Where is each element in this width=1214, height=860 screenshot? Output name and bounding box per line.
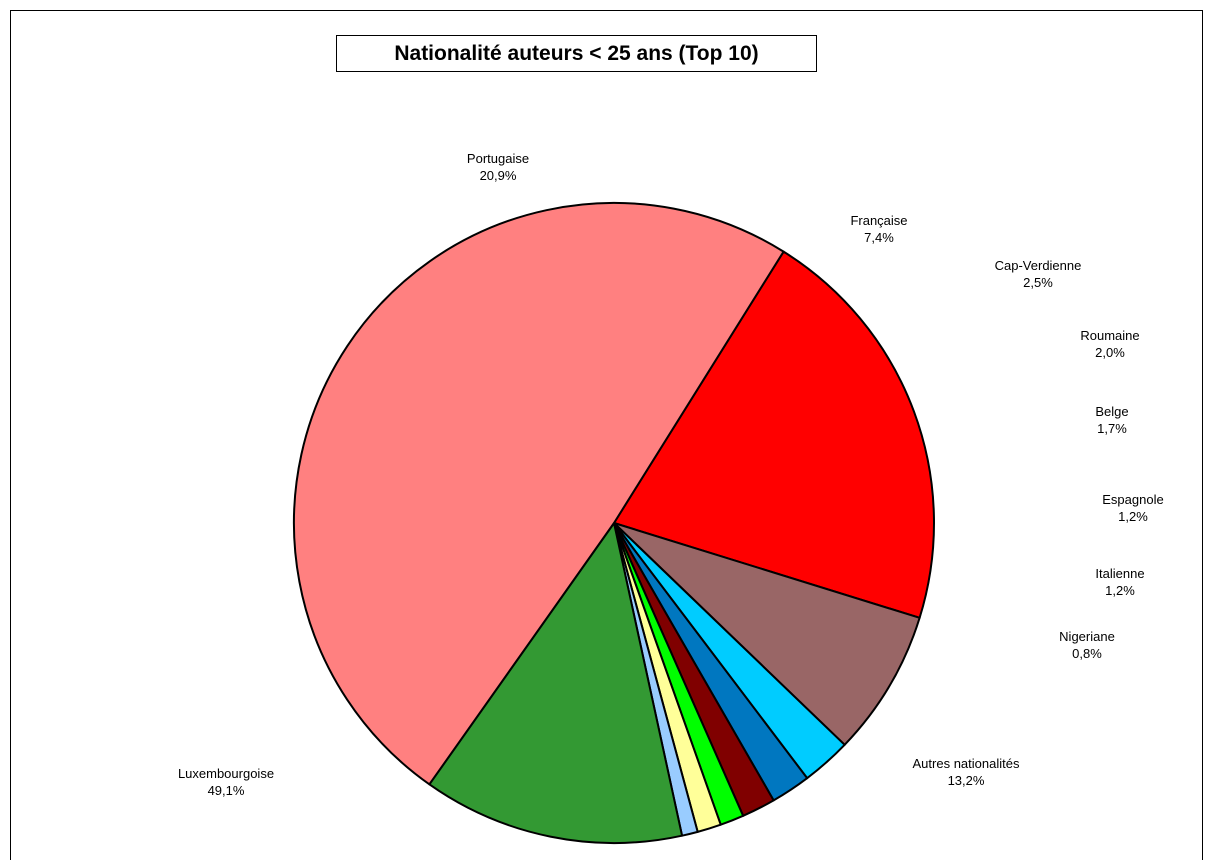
slice-label: Portugaise bbox=[467, 151, 529, 166]
pie-slice bbox=[613, 522, 921, 746]
slice-value-label: 20,9% bbox=[480, 168, 517, 183]
slice-label: Espagnole bbox=[1102, 492, 1163, 507]
slice-value-label: 1,2% bbox=[1105, 583, 1135, 598]
slice-label: Belge bbox=[1095, 404, 1128, 419]
slice-label: Nigeriane bbox=[1059, 629, 1115, 644]
chart-title: Nationalité auteurs < 25 ans (Top 10) bbox=[336, 35, 817, 72]
chart-frame bbox=[10, 10, 1203, 860]
slice-value-label: 49,1% bbox=[208, 783, 245, 798]
slice-label: Luxembourgoise bbox=[178, 766, 274, 781]
slice-label: Italienne bbox=[1095, 566, 1144, 581]
slice-value-label: 1,2% bbox=[1118, 509, 1148, 524]
slice-label: Roumaine bbox=[1080, 328, 1139, 343]
slice-label: Française bbox=[850, 213, 907, 228]
slice-label: Cap-Verdienne bbox=[995, 258, 1082, 273]
pie-slice bbox=[428, 522, 684, 844]
pie-slice bbox=[613, 250, 935, 619]
pie-slice bbox=[292, 201, 785, 786]
slice-label: Autres nationalités bbox=[913, 756, 1020, 771]
slice-value-label: 13,2% bbox=[948, 773, 985, 788]
slice-value-label: 1,7% bbox=[1097, 421, 1127, 436]
slice-value-label: 0,8% bbox=[1072, 646, 1102, 661]
slice-value-label: 2,0% bbox=[1095, 345, 1125, 360]
slice-value-label: 7,4% bbox=[864, 230, 894, 245]
slice-value-label: 2,5% bbox=[1023, 275, 1053, 290]
